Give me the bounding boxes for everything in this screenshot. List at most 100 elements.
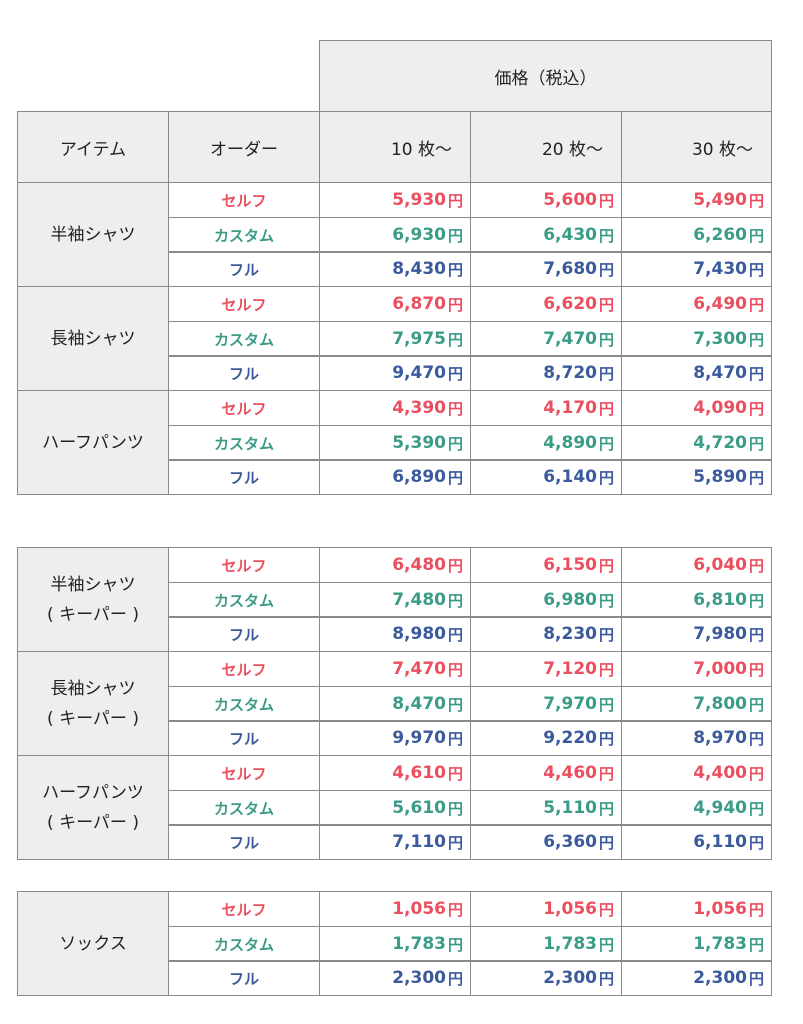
price-value: 8,470 [693,363,747,383]
price-value: 1,056 [543,899,597,919]
yen-unit: 円 [447,556,463,575]
price-value: 6,110 [693,832,747,852]
yen-unit: 円 [748,935,764,954]
order-type-custom: カスタム [168,926,320,962]
yen-unit: 円 [748,295,764,314]
yen-unit: 円 [748,399,764,418]
price-cell-30: 6,490 円 [621,286,772,322]
item-name-cell: ハーフパンツ ( キーパー ) [17,755,169,860]
price-cell-20: 7,680 円 [470,251,622,287]
order-type-custom: カスタム [168,217,320,253]
order-label: フル [228,260,259,279]
price-value: 4,890 [543,433,597,453]
yen-unit: 円 [598,330,614,349]
price-cell-30: 6,260 円 [621,217,772,253]
price-cell-30: 6,810 円 [621,582,772,618]
item-header-label: アイテム [59,139,127,160]
price-cell-10: 7,470 円 [319,651,471,687]
order-column-header: オーダー [168,111,320,183]
yen-unit: 円 [748,364,764,383]
price-cell-30: 4,940 円 [621,790,772,826]
item-name: ハーフパンツ [42,432,144,453]
yen-unit: 円 [447,260,463,279]
price-value: 2,300 [693,968,747,988]
order-label: カスタム [213,330,274,349]
yen-unit: 円 [598,191,614,210]
item-name: ソックス [59,933,127,954]
yen-unit: 円 [748,556,764,575]
yen-unit: 円 [447,729,463,748]
price-value: 6,480 [392,555,446,575]
order-label: カスタム [213,695,274,714]
price-value: 7,680 [543,259,597,279]
price-value: 4,170 [543,398,597,418]
yen-unit: 円 [598,399,614,418]
price-value: 5,890 [693,467,747,487]
price-cell-30: 2,300 円 [621,960,772,996]
item-name-cell: 長袖シャツ ( キーパー ) [17,651,169,756]
qty-10-header: 10 枚〜 [319,111,471,183]
price-value: 9,970 [392,728,446,748]
yen-unit: 円 [447,764,463,783]
order-label: カスタム [213,226,274,245]
yen-unit: 円 [447,833,463,852]
order-label: セルフ [221,660,267,679]
yen-unit: 円 [598,556,614,575]
price-cell-10: 6,890 円 [319,459,471,495]
price-cell-10: 6,930 円 [319,217,471,253]
yen-unit: 円 [447,799,463,818]
yen-unit: 円 [598,969,614,988]
yen-unit: 円 [598,729,614,748]
price-value: 5,490 [693,190,747,210]
price-value: 6,930 [392,225,446,245]
order-header-label: オーダー [210,139,278,160]
yen-unit: 円 [598,799,614,818]
price-value: 8,470 [392,694,446,714]
yen-unit: 円 [598,695,614,714]
order-type-full: フル [168,960,320,996]
order-label: フル [228,625,259,644]
price-cell-30: 1,783 円 [621,926,772,962]
price-cell-30: 7,300 円 [621,321,772,357]
yen-unit: 円 [447,935,463,954]
order-label: フル [228,364,259,383]
price-cell-20: 1,056 円 [470,891,622,927]
order-label: カスタム [213,935,274,954]
yen-unit: 円 [598,764,614,783]
order-type-full: フル [168,251,320,287]
order-label: セルフ [221,556,267,575]
yen-unit: 円 [598,900,614,919]
price-cell-10: 2,300 円 [319,960,471,996]
price-cell-10: 9,970 円 [319,720,471,756]
price-cell-30: 4,090 円 [621,390,772,426]
price-value: 5,110 [543,798,597,818]
price-value: 7,980 [693,624,747,644]
price-value: 5,390 [392,433,446,453]
price-cell-10: 4,610 円 [319,755,471,791]
price-value: 4,390 [392,398,446,418]
price-cell-20: 6,150 円 [470,547,622,583]
yen-unit: 円 [748,330,764,349]
order-type-self: セルフ [168,891,320,927]
price-cell-20: 8,720 円 [470,355,622,391]
price-value: 4,090 [693,398,747,418]
price-value: 6,490 [693,294,747,314]
yen-unit: 円 [598,226,614,245]
order-type-self: セルフ [168,547,320,583]
price-cell-10: 9,470 円 [319,355,471,391]
price-cell-30: 6,040 円 [621,547,772,583]
yen-unit: 円 [447,226,463,245]
price-value: 6,980 [543,590,597,610]
order-type-full: フル [168,720,320,756]
item-name-cell: 半袖シャツ [17,182,169,287]
order-type-custom: カスタム [168,686,320,722]
order-label: カスタム [213,799,274,818]
yen-unit: 円 [748,799,764,818]
order-type-self: セルフ [168,182,320,218]
price-value: 4,720 [693,433,747,453]
qty-20-label: 20 枚〜 [541,139,603,160]
order-type-self: セルフ [168,755,320,791]
price-group-header: 価格（税込） [319,40,772,112]
price-value: 6,810 [693,590,747,610]
price-cell-20: 6,360 円 [470,824,622,860]
